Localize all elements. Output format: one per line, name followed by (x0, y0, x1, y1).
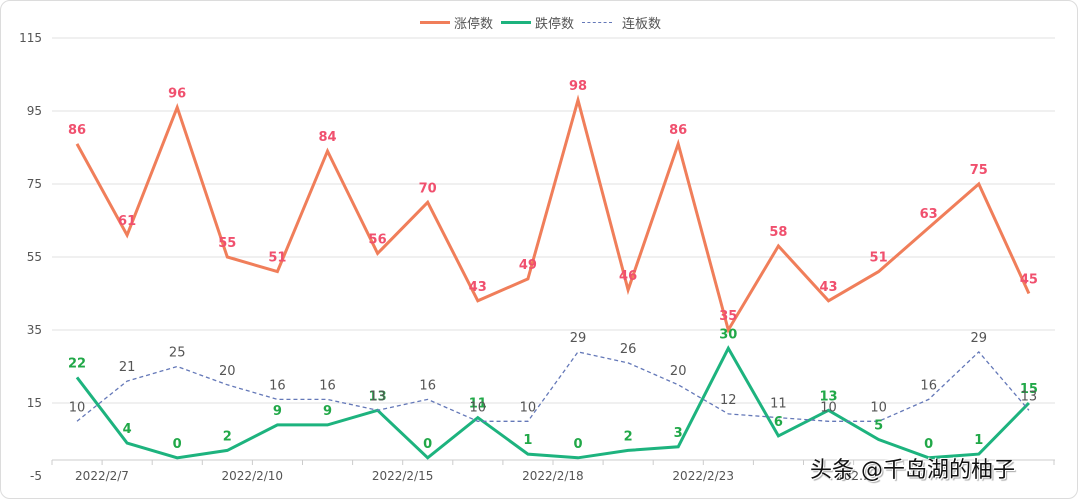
data-label: 63 (920, 207, 938, 222)
data-label: 16 (920, 378, 937, 393)
data-label: 25 (169, 346, 186, 361)
y-tick-label: -5 (30, 469, 42, 483)
data-label: 3 (674, 426, 683, 441)
data-label: 1 (974, 433, 983, 448)
y-tick-label: 95 (27, 104, 42, 118)
data-label: 21 (119, 360, 136, 375)
legend-label: 跌停数 (535, 16, 575, 32)
data-label: 86 (68, 123, 86, 138)
chart-legend: 涨停数 跌停数 连板数 (420, 12, 669, 32)
y-tick-label: 35 (27, 323, 42, 337)
data-label: 35 (719, 309, 737, 324)
data-label: 13 (1021, 389, 1038, 404)
data-label: 0 (423, 437, 432, 452)
data-label: 45 (1020, 273, 1038, 288)
y-tick-label: 115 (19, 31, 42, 45)
data-label: 5 (874, 419, 883, 434)
y-tick-label: 15 (27, 396, 42, 410)
y-tick-label: 75 (27, 177, 42, 191)
legend-item-limit-down[interactable]: 跌停数 (501, 13, 574, 32)
data-label: 0 (573, 437, 582, 452)
legend-label: 涨停数 (454, 16, 494, 32)
data-label: 16 (269, 378, 286, 393)
data-label: 51 (268, 251, 286, 266)
data-label: 84 (318, 130, 336, 145)
data-label: 46 (619, 269, 637, 284)
data-label: 10 (520, 400, 537, 415)
x-tick-label: 202… (836, 469, 871, 483)
x-tick-label: 2022/2/10 (222, 469, 284, 483)
data-label: 26 (620, 342, 637, 357)
x-tick-label: 2022/2/23 (672, 469, 734, 483)
data-label: 13 (369, 389, 387, 404)
data-label: 43 (469, 280, 487, 295)
data-label: 15 (1020, 382, 1038, 397)
data-label: 12 (720, 393, 737, 408)
data-label: 75 (970, 163, 988, 178)
x-tick-label: 2022/2/18 (522, 469, 584, 483)
data-label: 70 (419, 181, 437, 196)
legend-swatch-limit-down (501, 20, 532, 24)
data-label: 13 (819, 389, 837, 404)
x-tick-label: 2022/2/15 (372, 469, 434, 483)
data-label: 10 (870, 400, 887, 415)
data-label: 20 (219, 364, 236, 379)
data-label: 16 (319, 378, 336, 393)
data-label: 0 (173, 437, 182, 452)
series-line-0[interactable] (75, 94, 1031, 334)
y-tick-label: 55 (27, 250, 42, 264)
data-label: 4 (123, 422, 132, 437)
data-label: 9 (273, 404, 282, 419)
data-label: 10 (470, 400, 487, 415)
data-label: 61 (118, 214, 136, 229)
series-line-2[interactable] (76, 350, 1030, 422)
data-label: 10 (69, 400, 86, 415)
data-label: 51 (870, 251, 888, 266)
data-label: 13 (369, 389, 386, 404)
data-label: 29 (971, 331, 988, 346)
data-label: 98 (569, 79, 587, 94)
data-label: 55 (218, 236, 236, 251)
data-label: 2 (624, 429, 633, 444)
watermark: 头条 @千岛湖的柚子 (810, 458, 1015, 483)
data-label: 58 (769, 225, 787, 240)
data-label: 11 (770, 397, 787, 412)
data-label: 11 (469, 397, 487, 412)
data-label: 20 (670, 364, 687, 379)
data-label: 16 (419, 378, 436, 393)
data-label: 2 (223, 429, 232, 444)
data-label: 86 (669, 123, 687, 138)
legend-item-limit-up[interactable]: 涨停数 (420, 13, 493, 32)
legend-label: 连板数 (622, 16, 662, 32)
data-label: 30 (719, 327, 737, 342)
data-label: 29 (570, 331, 587, 346)
data-label: 6 (774, 415, 783, 430)
x-tick-label: 2022/2/7 (75, 469, 129, 483)
data-label: 0 (924, 437, 933, 452)
legend-swatch-consecutive (582, 21, 613, 23)
data-label: 22 (68, 356, 86, 371)
data-label: 10 (820, 400, 837, 415)
data-label: 56 (369, 232, 387, 247)
data-label: 1 (523, 433, 532, 448)
data-label: 43 (819, 280, 837, 295)
data-label: 96 (168, 86, 186, 101)
series-line-1[interactable] (75, 345, 1030, 460)
legend-item-consecutive[interactable]: 连板数 (582, 13, 661, 32)
data-label: 9 (323, 404, 332, 419)
legend-swatch-limit-up (420, 20, 450, 24)
data-label: 49 (519, 258, 537, 273)
